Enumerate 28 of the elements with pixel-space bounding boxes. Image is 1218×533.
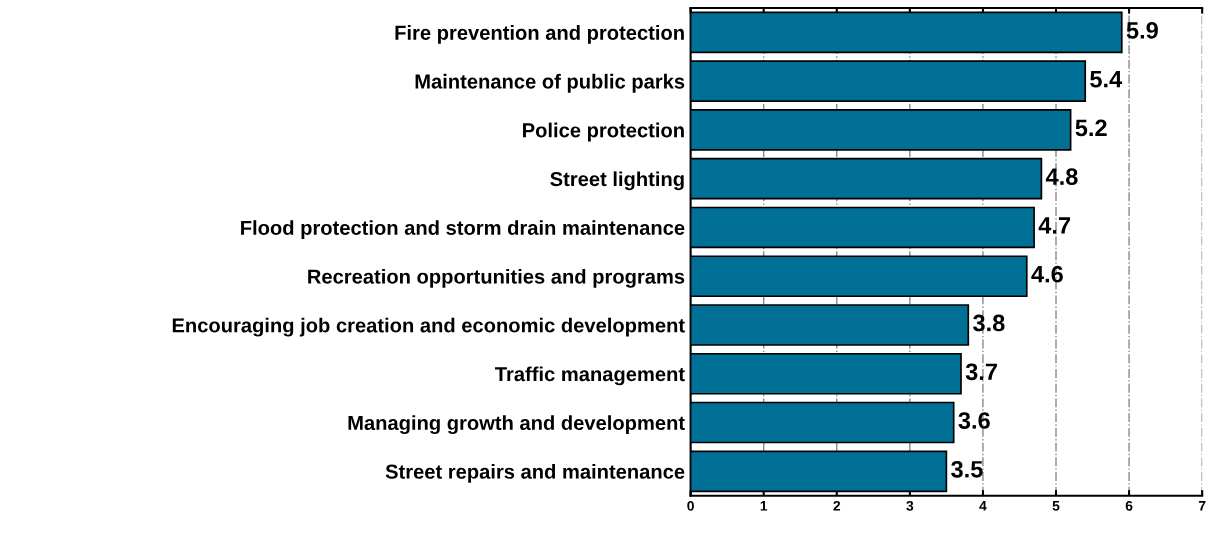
data-label: 3.8 [973, 314, 1005, 332]
y-tick-label: Managing growth and development [348, 415, 685, 435]
y-tick-label: Recreation opportunities and programs [308, 268, 685, 288]
data-label: 5.2 [1075, 119, 1107, 137]
data-label: 3.6 [958, 412, 990, 429]
x-tick-label: 2 [833, 500, 841, 511]
data-label: 4.6 [1031, 265, 1063, 283]
y-tick-label: Street lighting [550, 171, 684, 191]
data-label: 4.8 [1045, 168, 1078, 186]
y-tick-label: Street repairs and maintenance [385, 464, 685, 483]
x-tick-label: 3 [906, 500, 914, 511]
data-label: 4.7 [1038, 217, 1071, 234]
x-tick-label: 1 [760, 501, 768, 511]
data-label: 3.5 [951, 460, 983, 478]
x-tick-label: 7 [1198, 501, 1206, 511]
y-tick-label: Traffic management [495, 366, 685, 386]
y-tick-label: Fire prevention and protection [395, 25, 684, 44]
data-label: 5.4 [1090, 71, 1123, 88]
x-tick-label: 6 [1125, 500, 1133, 511]
x-tick-label: 4 [979, 501, 987, 511]
y-tick-label: Maintenance of public parks [415, 73, 685, 93]
x-tick-label: 5 [1052, 501, 1060, 511]
x-tick-label: 0 [687, 500, 694, 511]
y-tick-label: Flood protection and storm drain maintenance [241, 220, 685, 239]
y-tick-label: Encouraging job creation and economic development [172, 317, 685, 337]
data-label: 5.9 [1126, 22, 1158, 39]
y-tick-label: Police protection [523, 122, 684, 142]
data-label: 3.7 [965, 363, 997, 381]
